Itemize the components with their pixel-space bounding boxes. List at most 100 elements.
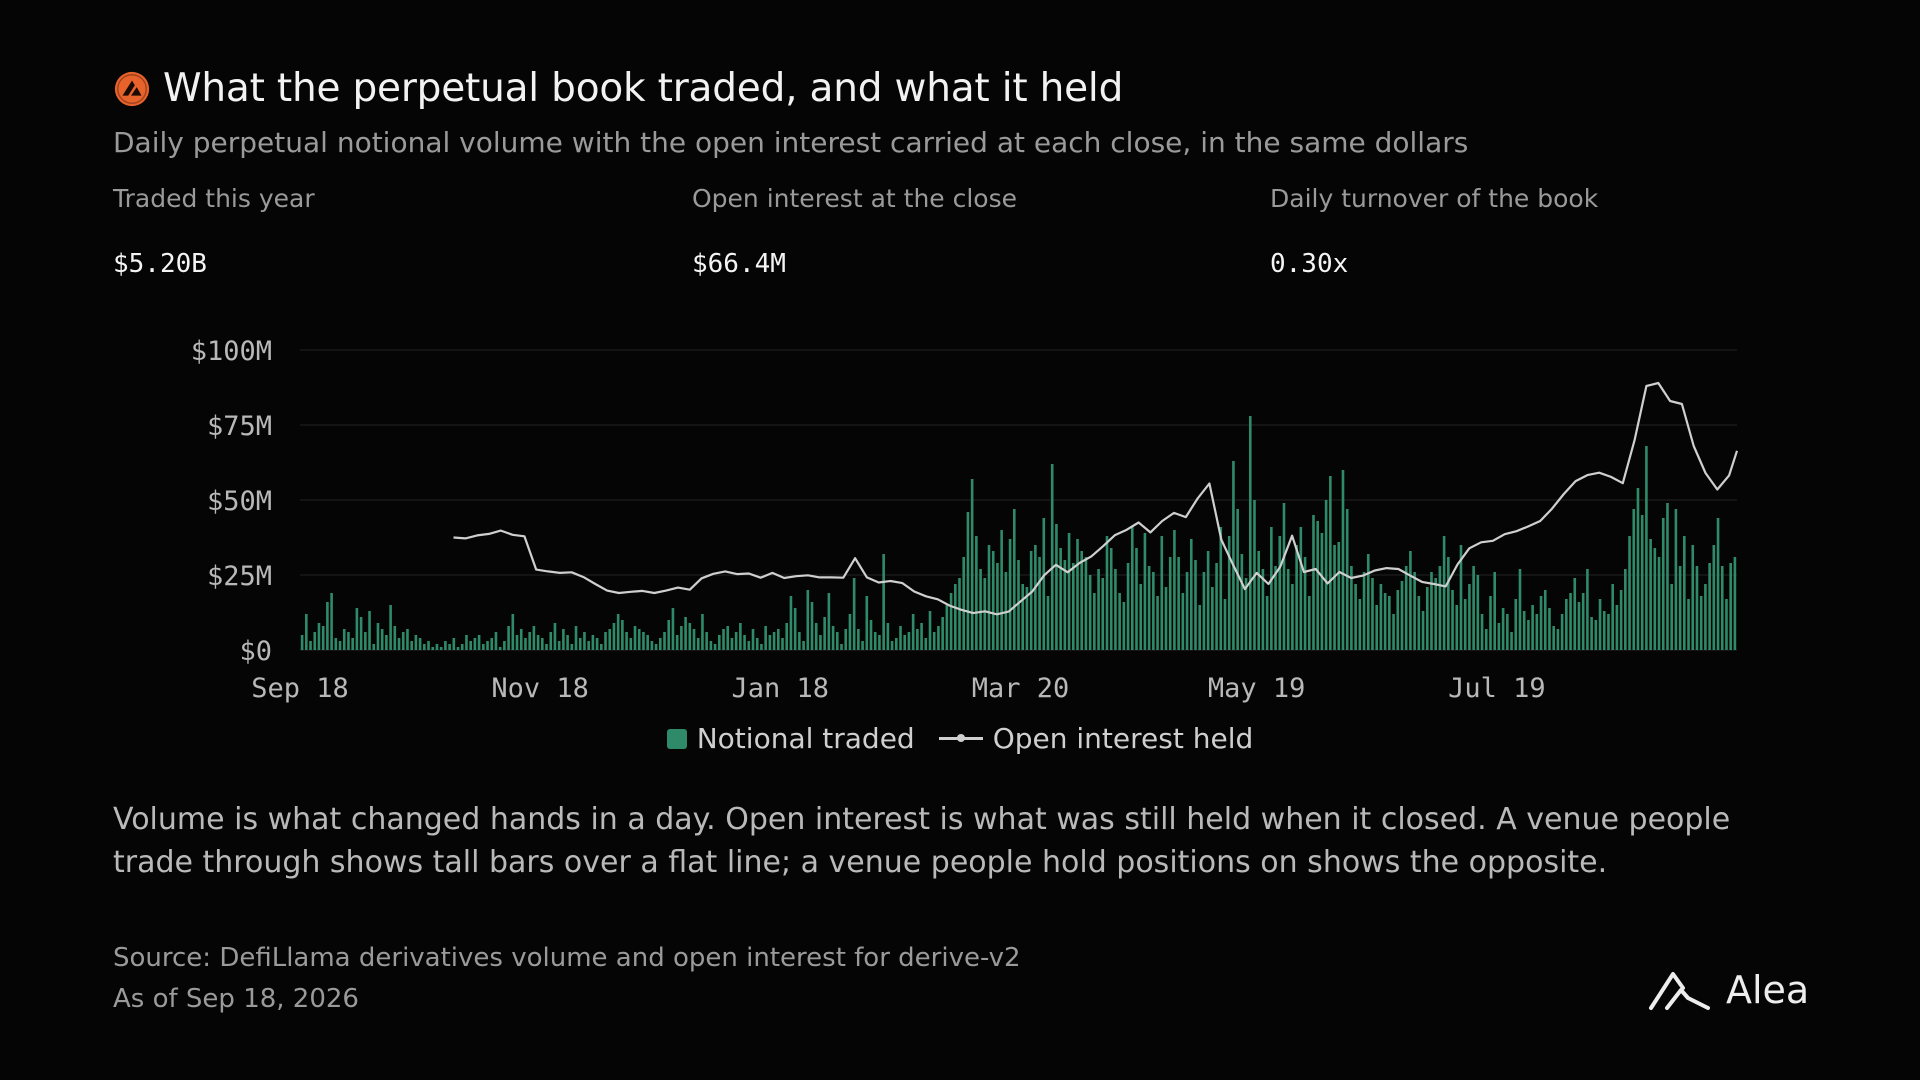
legend-item-notional[interactable]: Notional traded xyxy=(666,722,915,755)
volume-bar xyxy=(1687,599,1690,650)
volume-bar xyxy=(937,626,940,650)
volume-bar xyxy=(1560,614,1564,650)
volume-bar xyxy=(1657,557,1661,650)
volume-bar xyxy=(1476,575,1480,650)
volume-bar xyxy=(1409,551,1412,650)
volume-bar xyxy=(696,638,700,650)
legend-item-open-interest[interactable]: Open interest held xyxy=(938,722,1253,755)
volume-bar xyxy=(1733,557,1737,650)
volume-bar xyxy=(734,632,738,650)
volume-bar xyxy=(1358,599,1362,650)
stat-value: 0.30x xyxy=(1270,249,1349,279)
volume-bar xyxy=(583,632,586,650)
volume-bar xyxy=(1501,608,1505,650)
volume-bar xyxy=(625,632,628,650)
volume-bar xyxy=(553,623,557,650)
volume-bar xyxy=(907,632,911,650)
volume-bar xyxy=(1489,596,1492,650)
volume-bar xyxy=(1594,620,1598,650)
volume-bar xyxy=(300,635,304,650)
volume-bar xyxy=(806,590,810,650)
volume-bar xyxy=(928,611,932,650)
volume-bar xyxy=(1661,518,1665,650)
volume-bar xyxy=(494,632,498,650)
volume-bar xyxy=(1350,566,1353,650)
volume-bar xyxy=(1527,620,1530,650)
volume-bar xyxy=(1261,569,1265,650)
volume-bar xyxy=(1118,593,1121,650)
volume-bar xyxy=(680,626,683,650)
volume-bar xyxy=(1046,596,1050,650)
volume-bar xyxy=(562,629,565,650)
body-text: Volume is what changed hands in a day. O… xyxy=(113,802,1731,880)
alea-logo-icon xyxy=(1649,972,1710,1010)
volume-bar xyxy=(1050,464,1054,650)
volume-bar xyxy=(1615,605,1619,650)
chart: $0 $25M $50M $75M $100M Sep 18 Nov 18 Jan 18 Mar… xyxy=(191,336,1739,704)
volume-bar xyxy=(1181,593,1185,650)
volume-bar xyxy=(1712,545,1716,650)
volume-bar xyxy=(1649,539,1652,650)
volume-bar xyxy=(747,641,751,650)
volume-bar xyxy=(305,614,308,650)
volume-bar xyxy=(1164,587,1168,650)
volume-bar xyxy=(1522,611,1526,650)
volume-bar xyxy=(1653,548,1657,650)
volume-bar xyxy=(1459,545,1463,650)
volume-bar xyxy=(1215,563,1218,650)
volume-bar xyxy=(684,617,687,650)
volume-bar xyxy=(1404,566,1408,650)
volume-bar xyxy=(1417,596,1421,650)
volume-bar xyxy=(903,635,907,650)
volume-bar xyxy=(1581,593,1585,650)
volume-bar xyxy=(309,641,312,650)
volume-bar xyxy=(991,551,995,650)
volume-bar xyxy=(557,641,561,650)
volume-bar xyxy=(570,644,574,650)
volume-bar xyxy=(1640,515,1644,650)
x-tick-label: Mar 20 xyxy=(972,673,1070,704)
volume-bar xyxy=(1299,527,1303,650)
volume-bar xyxy=(469,641,472,650)
volume-bar xyxy=(899,626,902,650)
volume-bar xyxy=(726,626,730,650)
volume-bar xyxy=(924,638,928,650)
chart-legend: Notional traded Open interest held xyxy=(0,722,1920,755)
volume-bar xyxy=(1080,551,1084,650)
protocol-logo-icon xyxy=(114,71,150,106)
volume-bar xyxy=(591,635,595,650)
volume-bar xyxy=(1067,533,1071,650)
volume-bar xyxy=(524,638,527,650)
stat-traded-this-year: Traded this year $5.20B xyxy=(113,184,673,279)
volume-bar xyxy=(996,563,999,650)
title-row: What the perpetual book traded, and what… xyxy=(113,66,1123,111)
volume-bar xyxy=(503,641,506,650)
volume-bar xyxy=(427,641,430,650)
volume-bar xyxy=(1270,527,1273,650)
stat-value: $66.4M xyxy=(692,249,786,279)
page-title: What the perpetual book traded, and what… xyxy=(163,66,1124,111)
volume-bar xyxy=(857,629,860,650)
volume-bar xyxy=(894,638,898,650)
volume-bar xyxy=(764,626,767,650)
volume-bar xyxy=(802,641,805,650)
volume-bar xyxy=(1442,536,1446,650)
volume-bar xyxy=(1628,536,1631,650)
volume-bar xyxy=(1329,476,1332,650)
volume-bar xyxy=(355,608,359,650)
volume-bar xyxy=(932,632,936,650)
volume-bar xyxy=(949,593,953,650)
volume-bar xyxy=(1514,599,1518,650)
volume-bar xyxy=(1691,545,1695,650)
volume-bar xyxy=(482,644,485,650)
volume-bar xyxy=(1029,551,1033,650)
volume-bar xyxy=(717,635,721,650)
volume-bar xyxy=(958,578,961,650)
volume-bar xyxy=(313,632,317,650)
volume-bar xyxy=(1143,533,1147,650)
volume-bar xyxy=(380,629,384,650)
volume-bar xyxy=(835,632,839,650)
volume-bar xyxy=(1312,515,1315,650)
volume-bar xyxy=(987,545,991,650)
volume-bar xyxy=(612,623,616,650)
